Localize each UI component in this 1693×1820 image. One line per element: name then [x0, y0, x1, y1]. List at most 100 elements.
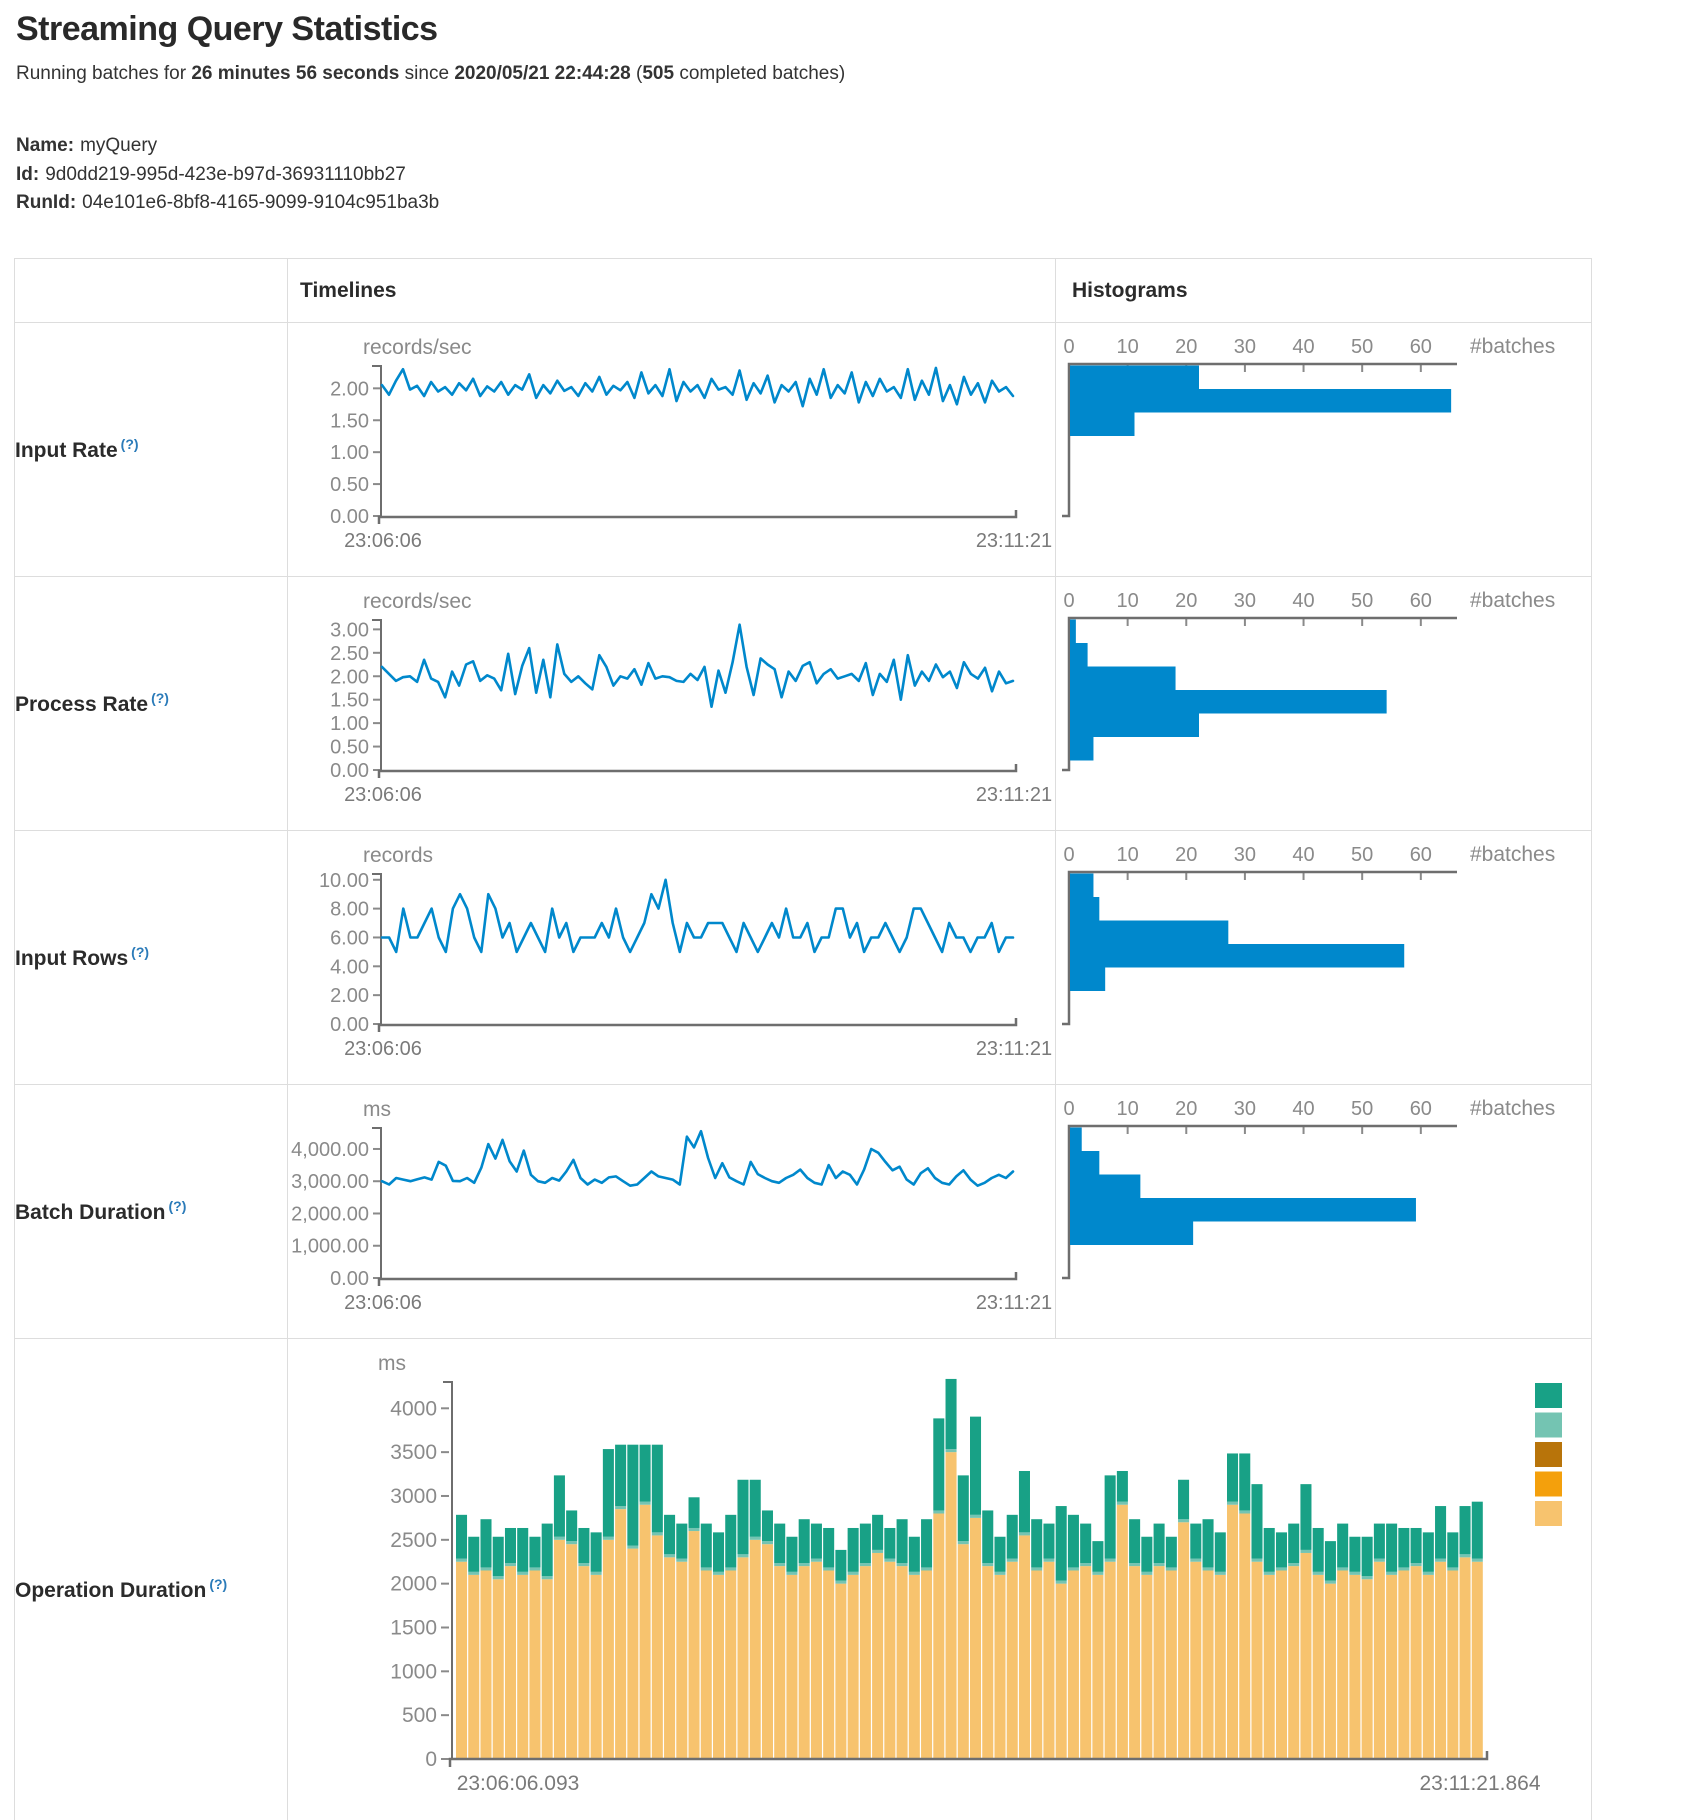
query-runid-line: RunId: 04e101e6-8bf8-4165-9099-9104c951ba…: [16, 189, 439, 218]
batch-duration-histogram-chart: 0 10 20 30 40 50 60 #batches: [1056, 1085, 1591, 1338]
input-rows-help-icon[interactable]: (?): [131, 944, 150, 960]
input-rate-histogram-cell: 0 10 20 30 40 50 60 #batches: [1055, 322, 1592, 577]
input-rows-row: Input Rows (?) records 0.00 2.00 4.00 6.00 8.0…: [14, 830, 1592, 1085]
query-runid: 04e101e6-8bf8-4165-9099-9104c951ba3b: [82, 192, 440, 213]
svg-text:2.00: 2.00: [330, 666, 369, 688]
batch-duration-histogram-cell: 0 10 20 30 40 50 60 #batches: [1055, 1084, 1592, 1339]
input-rate-timeline-cell: records/sec 0.00 0.50 1.00 1.50 2.00 23:06:06 2…: [287, 322, 1056, 577]
batch-duration-help-icon[interactable]: (?): [168, 1198, 187, 1214]
svg-text:30: 30: [1234, 1098, 1256, 1120]
svg-text:20: 20: [1175, 1098, 1197, 1120]
running-paren: (: [630, 63, 643, 84]
svg-text:records/sec: records/sec: [363, 590, 472, 613]
svg-text:0: 0: [1063, 336, 1074, 358]
empty-header-cell: [14, 258, 288, 323]
svg-text:23:11:21: 23:11:21: [976, 1292, 1052, 1314]
operation-duration-chart-cell: ms 0 500 1000 1500 2000 2500 3000 3500 4000 23:06:…: [287, 1338, 1592, 1820]
svg-text:8.00: 8.00: [330, 899, 369, 921]
input-rate-label: Input Rate: [15, 439, 118, 462]
svg-text:2.00: 2.00: [330, 985, 369, 1007]
input-rows-label: Input Rows: [15, 947, 129, 970]
operation-duration-label-cell: Operation Duration (?): [14, 1338, 288, 1820]
batch-duration-label: Batch Duration: [15, 1201, 166, 1224]
svg-text:60: 60: [1410, 336, 1432, 358]
svg-text:3500: 3500: [390, 1441, 437, 1464]
process-rate-help-icon[interactable]: (?): [151, 690, 169, 706]
svg-text:40: 40: [1292, 336, 1314, 358]
timelines-header: Timelines: [287, 258, 1056, 323]
svg-text:3000: 3000: [390, 1485, 437, 1508]
input-rate-label-cell: Input Rate (?): [14, 322, 288, 577]
svg-text:0: 0: [425, 1748, 437, 1771]
svg-text:2,000.00: 2,000.00: [291, 1203, 369, 1225]
input-rows-timeline-cell: records 0.00 2.00 4.00 6.00 8.00 10.00 23:06:06…: [287, 830, 1056, 1085]
svg-text:4000: 4000: [390, 1397, 437, 1420]
svg-text:23:06:06: 23:06:06: [344, 1292, 422, 1314]
svg-text:0.00: 0.00: [330, 1014, 369, 1036]
svg-text:30: 30: [1234, 336, 1256, 358]
process-rate-timeline-chart: records/sec 0.00 0.50 1.00 1.50 2.00 2.50 3.00 2…: [288, 577, 1055, 830]
query-name-line: Name: myQuery: [16, 132, 439, 161]
svg-text:#batches: #batches: [1470, 589, 1555, 612]
query-id: 9d0dd219-995d-423e-b97d-36931110bb27: [45, 163, 406, 185]
svg-text:30: 30: [1234, 844, 1256, 866]
svg-text:1500: 1500: [390, 1616, 437, 1639]
svg-text:23:06:06: 23:06:06: [344, 784, 422, 806]
process-rate-row: Process Rate (?) records/sec 0.00 0.50 1.00 1…: [14, 576, 1592, 831]
svg-text:10: 10: [1117, 336, 1139, 358]
svg-text:6.00: 6.00: [330, 927, 369, 949]
svg-text:500: 500: [402, 1704, 437, 1727]
batch-duration-row: Batch Duration (?) ms 0.00 1,000.00 2,000.00…: [14, 1084, 1592, 1339]
svg-text:records/sec: records/sec: [363, 336, 472, 359]
svg-text:0.00: 0.00: [330, 506, 369, 528]
input-rate-help-icon[interactable]: (?): [120, 436, 139, 452]
svg-text:23:11:21: 23:11:21: [976, 530, 1052, 552]
svg-text:23:11:21: 23:11:21: [976, 784, 1052, 806]
svg-text:23:06:06: 23:06:06: [344, 1038, 422, 1060]
svg-text:2500: 2500: [390, 1529, 437, 1552]
svg-text:20: 20: [1175, 590, 1197, 612]
input-rows-label-cell: Input Rows (?): [14, 830, 288, 1085]
svg-text:30: 30: [1234, 590, 1256, 612]
input-rate-row: Input Rate (?) records/sec 0.00 0.50 1.00 1.5…: [14, 322, 1592, 577]
process-rate-label-cell: Process Rate (?): [14, 576, 288, 831]
running-start-time: 2020/05/21 22:44:28: [454, 63, 631, 84]
running-suffix: completed batches): [674, 63, 846, 84]
svg-text:0.50: 0.50: [330, 737, 369, 759]
svg-text:10: 10: [1117, 844, 1139, 866]
running-mid: since: [399, 63, 455, 84]
operation-duration-row: Operation Duration (?) ms 0 500 1000 1500 2000…: [14, 1338, 1592, 1820]
input-rate-histogram-chart: 0 10 20 30 40 50 60 #batches: [1056, 323, 1591, 576]
svg-text:40: 40: [1292, 844, 1314, 866]
svg-text:10: 10: [1117, 590, 1139, 612]
svg-text:1.50: 1.50: [330, 410, 369, 432]
svg-text:60: 60: [1410, 844, 1432, 866]
query-id-line: Id: 9d0dd219-995d-423e-b97d-36931110bb27: [16, 161, 439, 190]
svg-text:ms: ms: [378, 1352, 406, 1375]
svg-text:20: 20: [1175, 844, 1197, 866]
process-rate-histogram-chart: 0 10 20 30 40 50 60 #batches: [1056, 577, 1591, 830]
svg-text:10: 10: [1117, 1098, 1139, 1120]
process-rate-timeline-cell: records/sec 0.00 0.50 1.00 1.50 2.00 2.50 3.00 2…: [287, 576, 1056, 831]
svg-text:#batches: #batches: [1470, 335, 1555, 358]
input-rows-histogram-cell: 0 10 20 30 40 50 60 #batches: [1055, 830, 1592, 1085]
input-rows-timeline-chart: records 0.00 2.00 4.00 6.00 8.00 10.00 23:06:06…: [288, 831, 1055, 1084]
svg-text:23:06:06.093: 23:06:06.093: [457, 1772, 580, 1795]
svg-text:2.50: 2.50: [330, 643, 369, 665]
svg-text:#batches: #batches: [1470, 843, 1555, 866]
operation-duration-help-icon[interactable]: (?): [209, 1575, 228, 1592]
svg-text:1000: 1000: [390, 1660, 437, 1683]
svg-text:2000: 2000: [390, 1573, 437, 1596]
svg-text:60: 60: [1410, 590, 1432, 612]
svg-text:4.00: 4.00: [330, 956, 369, 978]
query-meta: Name: myQuery Id: 9d0dd219-995d-423e-b97d-…: [16, 132, 439, 218]
table-header-row: Timelines Histograms: [14, 258, 1592, 323]
svg-text:40: 40: [1292, 590, 1314, 612]
svg-text:23:11:21: 23:11:21: [976, 1038, 1052, 1060]
input-rate-timeline-chart: records/sec 0.00 0.50 1.00 1.50 2.00 23:06:06 2…: [288, 323, 1055, 576]
completed-batches-count: 505: [642, 63, 675, 84]
svg-text:1.50: 1.50: [330, 690, 369, 712]
svg-text:60: 60: [1410, 1098, 1432, 1120]
svg-text:0.00: 0.00: [330, 760, 369, 782]
